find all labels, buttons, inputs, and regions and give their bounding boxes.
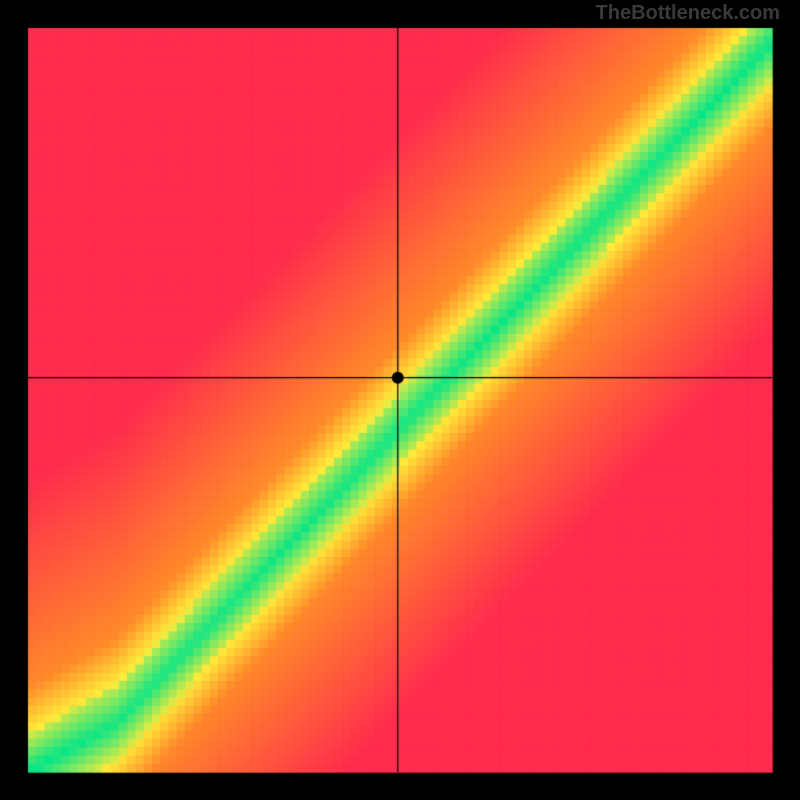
chart-container: TheBottleneck.com (0, 0, 800, 800)
attribution-label: TheBottleneck.com (596, 2, 780, 25)
bottleneck-heatmap (0, 0, 800, 800)
